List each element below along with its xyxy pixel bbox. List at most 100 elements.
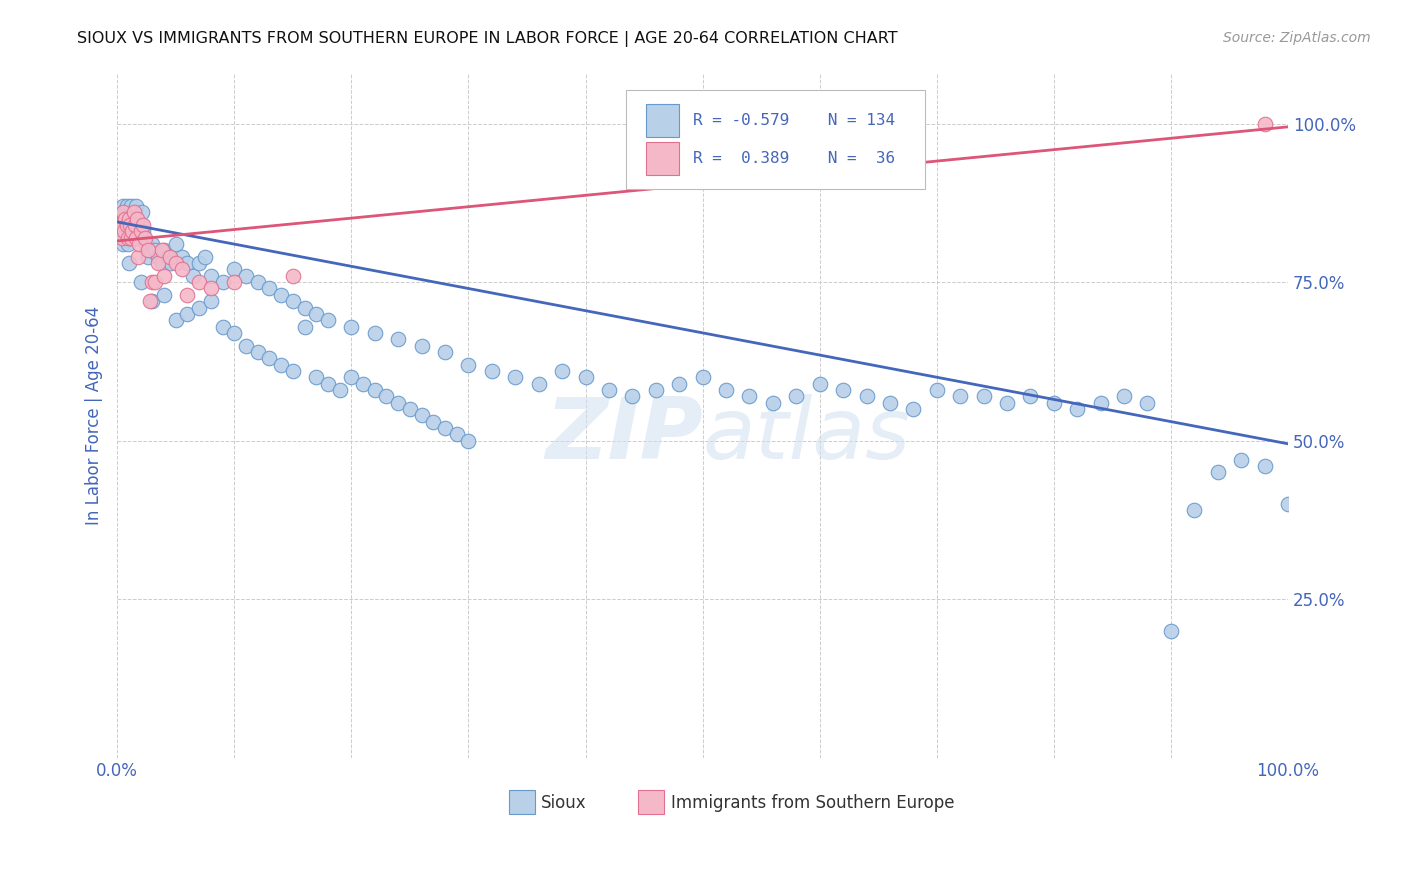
Point <box>127 218 149 232</box>
Point <box>141 275 163 289</box>
Point <box>621 389 644 403</box>
Point <box>139 294 162 309</box>
Point <box>527 376 550 391</box>
Point <box>224 262 246 277</box>
Point <box>503 370 526 384</box>
Point <box>118 218 141 232</box>
Point <box>132 218 155 232</box>
Point <box>235 338 257 352</box>
Point <box>127 211 149 226</box>
Text: Sioux: Sioux <box>541 794 586 812</box>
Point <box>141 237 163 252</box>
Point <box>995 395 1018 409</box>
Point <box>399 401 422 416</box>
Point <box>114 205 136 219</box>
Point <box>136 250 159 264</box>
Point <box>120 218 142 232</box>
Point <box>118 231 141 245</box>
Point <box>120 231 142 245</box>
Point <box>434 421 457 435</box>
Point <box>188 256 211 270</box>
Point <box>143 244 166 258</box>
Point <box>1206 465 1229 479</box>
Point <box>294 319 316 334</box>
Point <box>112 231 135 245</box>
Point <box>1066 401 1088 416</box>
Point <box>153 244 176 258</box>
Point <box>762 395 785 409</box>
Point <box>135 237 157 252</box>
Text: atlas: atlas <box>703 394 911 477</box>
Point <box>551 364 574 378</box>
Point <box>110 231 132 245</box>
Point <box>879 395 901 409</box>
Point <box>139 244 162 258</box>
Point <box>224 275 246 289</box>
Text: SIOUX VS IMMIGRANTS FROM SOUTHERN EUROPE IN LABOR FORCE | AGE 20-64 CORRELATION : SIOUX VS IMMIGRANTS FROM SOUTHERN EUROPE… <box>77 31 898 47</box>
Point <box>121 224 143 238</box>
Point <box>127 211 149 226</box>
Point <box>156 250 179 264</box>
Point <box>120 224 142 238</box>
Point <box>598 383 620 397</box>
Point <box>194 250 217 264</box>
Point <box>375 389 398 403</box>
Point <box>692 370 714 384</box>
Point <box>434 344 457 359</box>
Point <box>165 313 187 327</box>
Point <box>117 231 139 245</box>
Point <box>120 199 142 213</box>
Point <box>808 376 831 391</box>
Point <box>129 218 152 232</box>
Point <box>235 268 257 283</box>
Point <box>211 319 233 334</box>
Point <box>188 301 211 315</box>
Point <box>457 434 479 448</box>
Point <box>259 351 281 366</box>
Text: R =  0.389    N =  36: R = 0.389 N = 36 <box>693 151 896 166</box>
Point <box>129 224 152 238</box>
Point <box>112 199 135 213</box>
Point <box>111 224 134 238</box>
Point <box>112 218 135 232</box>
Point <box>246 344 269 359</box>
Point <box>122 224 145 238</box>
Point <box>134 231 156 245</box>
Point <box>181 268 204 283</box>
Point <box>446 427 468 442</box>
Point <box>112 205 135 219</box>
Point <box>211 275 233 289</box>
Point <box>128 237 150 252</box>
Point <box>150 244 173 258</box>
Point <box>1136 395 1159 409</box>
Point <box>124 218 146 232</box>
Point <box>129 275 152 289</box>
Point <box>121 211 143 226</box>
Point <box>146 250 169 264</box>
FancyBboxPatch shape <box>647 103 679 136</box>
Point <box>457 358 479 372</box>
Point <box>305 370 328 384</box>
Point <box>127 250 149 264</box>
Point <box>316 376 339 391</box>
Point <box>170 250 193 264</box>
Point <box>124 205 146 219</box>
Point <box>117 211 139 226</box>
Point <box>387 332 409 346</box>
Point <box>340 370 363 384</box>
Point <box>1019 389 1042 403</box>
Text: Immigrants from Southern Europe: Immigrants from Southern Europe <box>671 794 955 812</box>
Point <box>115 218 138 232</box>
Point <box>125 199 148 213</box>
Point <box>112 237 135 252</box>
FancyBboxPatch shape <box>647 142 679 175</box>
Point <box>112 224 135 238</box>
Point <box>170 262 193 277</box>
Point <box>112 211 135 226</box>
Point <box>120 218 142 232</box>
Point <box>925 383 948 397</box>
Point <box>644 383 666 397</box>
Point <box>110 211 132 226</box>
Point <box>131 205 153 219</box>
Point <box>141 294 163 309</box>
